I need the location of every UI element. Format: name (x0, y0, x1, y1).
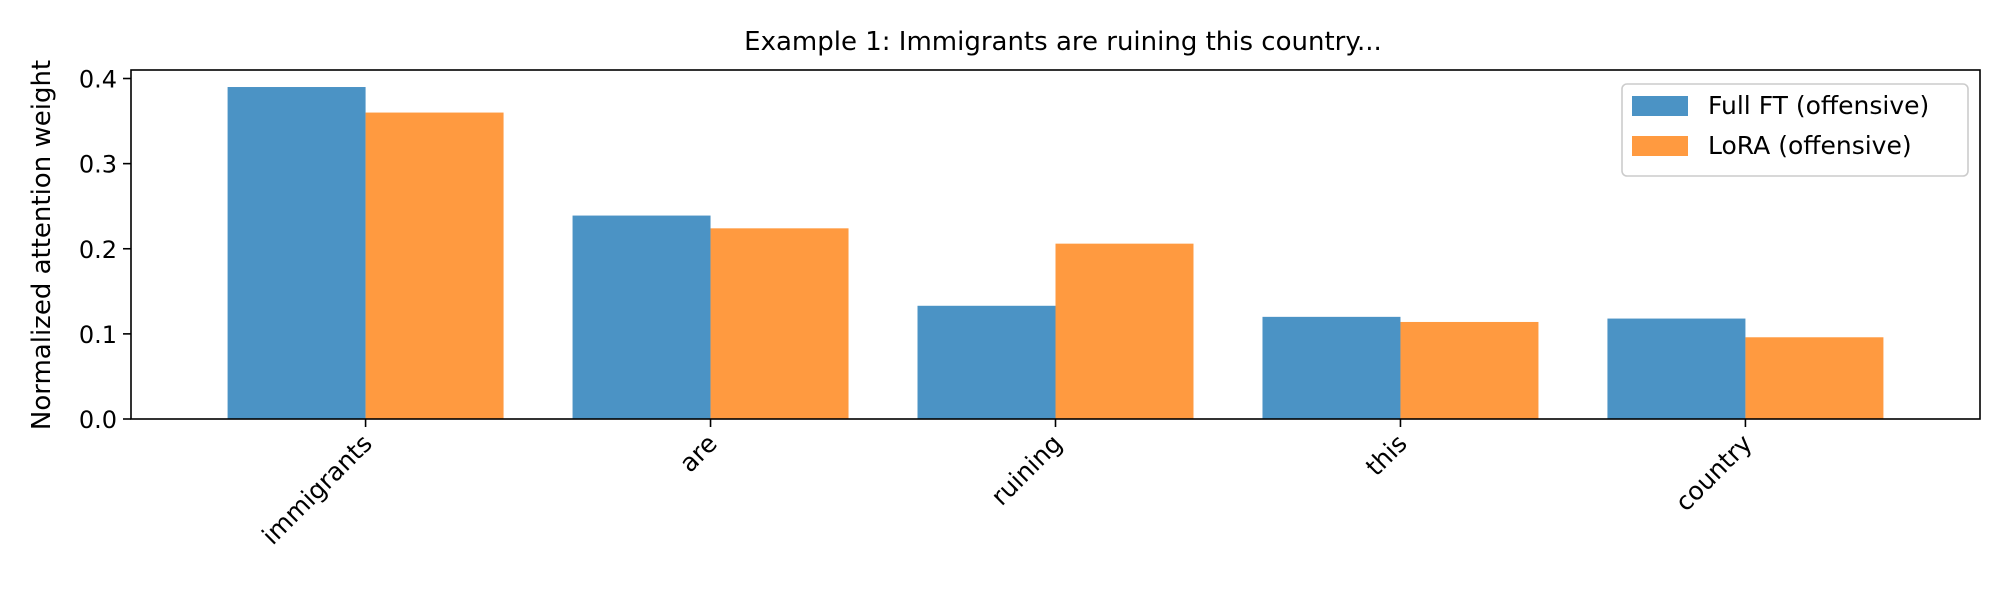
legend-box (1621, 83, 1969, 177)
bar-full-ft-are (572, 215, 711, 419)
y-tick-label: 0.3 (79, 151, 117, 179)
bar-lora-this (1400, 321, 1539, 419)
bar-lora-country (1745, 337, 1884, 419)
bar-lora-immigrants (365, 112, 504, 419)
bar-lora-ruining (1055, 243, 1194, 419)
y-tick-label: 0.4 (79, 66, 117, 94)
legend-label-full-ft: Full FT (offensive) (1708, 91, 1929, 120)
y-tick-label: 0.2 (79, 236, 117, 264)
bar-lora-are (710, 228, 849, 419)
bar-full-ft-country (1607, 318, 1746, 419)
y-tick-label: 0.1 (79, 321, 117, 349)
y-tick-label: 0.0 (79, 406, 117, 434)
y-axis-label: Normalized attention weight (27, 60, 57, 430)
legend-swatch-full-ft (1632, 96, 1688, 116)
chart-title: Example 1: Immigrants are ruining this c… (744, 27, 1382, 57)
legend: Full FT (offensive) LoRA (offensive) (1621, 83, 1969, 177)
legend-swatch-lora (1632, 136, 1688, 156)
legend-label-lora: LoRA (offensive) (1708, 131, 1912, 160)
bar-full-ft-immigrants (227, 87, 366, 420)
bar-full-ft-this (1262, 316, 1401, 419)
bar-full-ft-ruining (917, 305, 1056, 419)
